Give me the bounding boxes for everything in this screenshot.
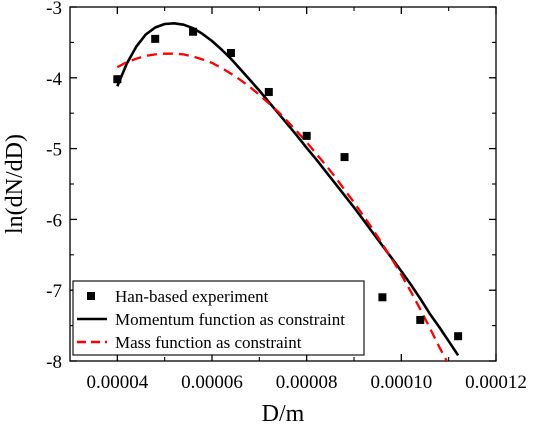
data-point <box>226 49 235 58</box>
y-tick-label: -4 <box>46 69 62 90</box>
series-layer <box>113 22 463 361</box>
data-point <box>454 332 463 341</box>
data-point <box>113 75 122 84</box>
x-tick-label: 0.00010 <box>370 372 432 393</box>
data-point <box>378 293 387 302</box>
data-point <box>302 131 311 140</box>
y-tick-label: -6 <box>46 210 62 231</box>
y-tick-label: -5 <box>46 140 62 161</box>
x-tick-label: 0.00008 <box>276 372 338 393</box>
legend: Han-based experiment Momentum function as… <box>72 280 365 356</box>
legend-label: Momentum function as constraint <box>115 310 345 329</box>
x-tick-label: 0.00012 <box>465 372 527 393</box>
y-axis: -8 -7 -6 -5 -4 -3 <box>46 0 496 373</box>
x-axis-title: D/m <box>262 401 305 427</box>
data-point <box>264 87 273 96</box>
y-axis-title: ln(dN/dD) <box>2 134 28 234</box>
y-tick-label: -3 <box>46 0 62 19</box>
y-tick-label: -7 <box>46 281 62 302</box>
data-point <box>416 315 425 324</box>
momentum-function-curve <box>116 22 460 357</box>
data-point <box>189 27 198 36</box>
y-tick-label: -8 <box>46 352 62 373</box>
legend-label: Han-based experiment <box>115 287 269 306</box>
x-axis: 0.00004 0.00006 0.00008 0.00010 0.00012 <box>86 7 527 393</box>
mass-function-curve <box>116 52 449 361</box>
legend-label: Mass function as constraint <box>115 333 302 352</box>
legend-marker <box>87 292 95 300</box>
data-point <box>151 34 160 43</box>
x-tick-label: 0.00006 <box>181 372 243 393</box>
data-point <box>340 153 349 162</box>
legend-box <box>72 280 365 356</box>
x-tick-label: 0.00004 <box>86 372 148 393</box>
